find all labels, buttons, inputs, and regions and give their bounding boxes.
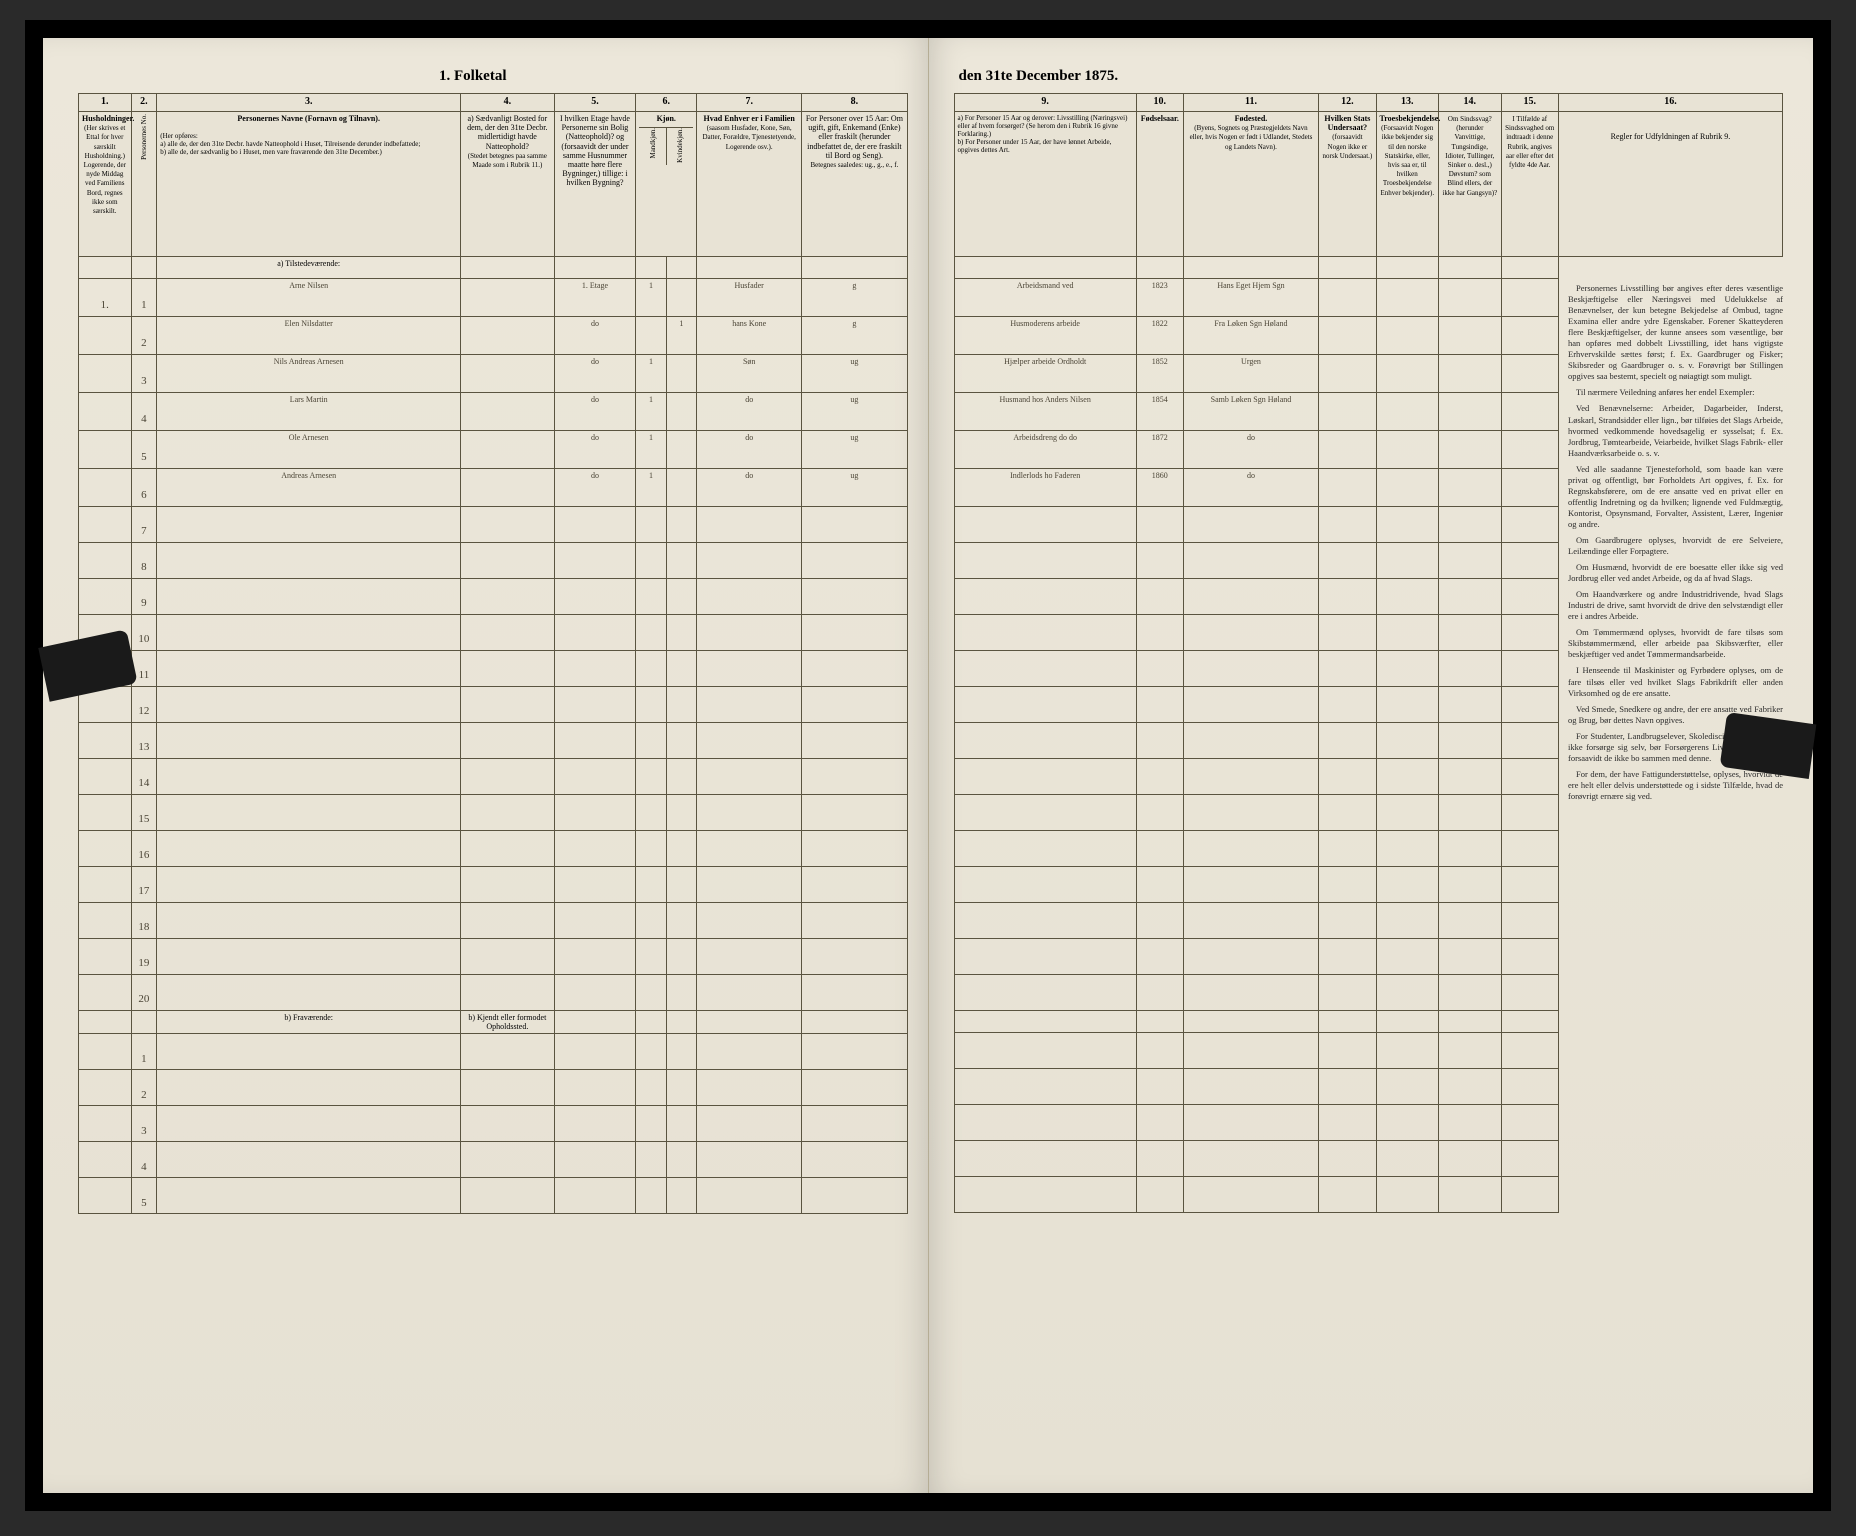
table-row: 15 xyxy=(79,795,908,831)
rules-paragraph: Om Husmænd, hvorvidt de ere boesatte ell… xyxy=(1568,562,1783,584)
rules-paragraph: Om Gaardbrugere oplyses, hvorvidt de ere… xyxy=(1568,535,1783,557)
header-c3: Personernes Navne (Fornavn og Tilnavn). … xyxy=(157,112,461,257)
section-a-row: a) Tilstedeværende: xyxy=(79,257,908,279)
rules-paragraph: For dem, der have Fattigunderstøttelse, … xyxy=(1568,769,1783,802)
table-row xyxy=(954,1105,1783,1141)
colnum-14: 14. xyxy=(1439,94,1502,112)
rules-paragraph: Personernes Livsstilling bør angives eft… xyxy=(1568,283,1783,382)
rules-paragraph: Ved alle saadanne Tjenesteforhold, som b… xyxy=(1568,464,1783,530)
table-row: 20 xyxy=(79,975,908,1011)
table-row: 3 xyxy=(79,1106,908,1142)
table-row: 8 xyxy=(79,543,908,579)
table-row: 2 Elen Nilsdatter do 1 hans Kone g xyxy=(79,317,908,355)
header-c2: Personernes No. xyxy=(131,112,157,257)
table-row xyxy=(954,975,1783,1011)
table-row: 18 xyxy=(79,903,908,939)
colnum-8: 8. xyxy=(802,94,907,112)
table-row: 3 Nils Andreas Arnesen do 1 Søn ug xyxy=(79,355,908,393)
header-c9: a) For Personer 15 Aar og derover: Livss… xyxy=(954,112,1136,257)
header-c5: I hvilken Etage havde Personerne sin Bol… xyxy=(554,112,636,257)
table-row: 19 xyxy=(79,939,908,975)
header-c10: Fødselsaar. xyxy=(1136,112,1183,257)
rules-paragraph: I Henseende til Maskinister og Fyrbødere… xyxy=(1568,665,1783,698)
census-table-left: 1. 2. 3. 4. 5. 6. 7. 8. Husholdninger. (… xyxy=(78,93,908,1214)
table-row xyxy=(954,831,1783,867)
colnum-9: 9. xyxy=(954,94,1136,112)
table-row: 2 xyxy=(79,1070,908,1106)
table-row: 9 xyxy=(79,579,908,615)
book-spread: 1. Folketal 1. 2. 3. 4. 5. 6. 7. 8. xyxy=(43,38,1813,1493)
table-row: 12 xyxy=(79,687,908,723)
colnum-12: 12. xyxy=(1319,94,1376,112)
colnum-13: 13. xyxy=(1376,94,1439,112)
header-c15: I Tilfælde af Sindssvaghed om indtraadt … xyxy=(1501,112,1558,257)
table-row: 5 Ole Arnesen do 1 do ug xyxy=(79,431,908,469)
table-row xyxy=(954,903,1783,939)
header-c13: Troesbekjendelse. (Forsaavidt Nogen ikke… xyxy=(1376,112,1439,257)
page-right: den 31te December 1875. 9. 10. 11. 12. 1… xyxy=(929,38,1814,1493)
table-row: 16 xyxy=(79,831,908,867)
table-row xyxy=(954,1177,1783,1213)
colnum-16: 16. xyxy=(1558,94,1782,112)
table-row: 1. 1 Arne Nilsen 1. Etage 1 Husfader g xyxy=(79,279,908,317)
header-c4: a) Sædvanligt Bosted for dem, der den 31… xyxy=(461,112,554,257)
header-c7: Hvad Enhver er i Familien (saasom Husfad… xyxy=(697,112,802,257)
header-c14: Om Sindssvag? (herunder Vanvittige, Tung… xyxy=(1439,112,1502,257)
colnum-3: 3. xyxy=(157,94,461,112)
colnum-7: 7. xyxy=(697,94,802,112)
table-row xyxy=(954,1069,1783,1105)
header-c11: Fødested. (Byens, Sognets og Præstegjeld… xyxy=(1183,112,1318,257)
table-row: 5 xyxy=(79,1178,908,1214)
header-c6: Kjøn. Mandkjøn. Kvindekjøn. xyxy=(636,112,697,257)
header-c12: Hvilken Stats Undersaat? (forsaavidt Nog… xyxy=(1319,112,1376,257)
table-row: 4 Lars Martin do 1 do ug xyxy=(79,393,908,431)
colnum-11: 11. xyxy=(1183,94,1318,112)
table-row: 6 Andreas Arnesen do 1 do ug xyxy=(79,469,908,507)
colnum-2: 2. xyxy=(131,94,157,112)
table-row xyxy=(954,1141,1783,1177)
section-b-row: b) Fraværende: b) Kjendt eller formodet … xyxy=(79,1011,908,1034)
page-title-right: den 31te December 1875. xyxy=(954,68,1784,85)
colnum-5: 5. xyxy=(554,94,636,112)
table-row: 13 xyxy=(79,723,908,759)
table-row: 11 xyxy=(79,651,908,687)
colnum-15: 15. xyxy=(1501,94,1558,112)
table-row: 14 xyxy=(79,759,908,795)
rules-paragraph: Om Haandværkere og andre Industridrivend… xyxy=(1568,589,1783,622)
table-row xyxy=(954,867,1783,903)
page-left: 1. Folketal 1. 2. 3. 4. 5. 6. 7. 8. xyxy=(43,38,929,1493)
page-title-left: 1. Folketal xyxy=(78,68,908,85)
colnum-10: 10. xyxy=(1136,94,1183,112)
colnum-4: 4. xyxy=(461,94,554,112)
rules-paragraph: Om Tømmermænd oplyses, hvorvidt de fare … xyxy=(1568,627,1783,660)
colnum-6: 6. xyxy=(636,94,697,112)
header-c8: For Personer over 15 Aar: Om ugift, gift… xyxy=(802,112,907,257)
table-row: 17 xyxy=(79,867,908,903)
header-c16: Regler for Udfyldningen af Rubrik 9. xyxy=(1558,112,1782,257)
rules-paragraph: Ved Benævnelserne: Arbeider, Dagarbeider… xyxy=(1568,403,1783,458)
rules-paragraph: Til nærmere Veiledning anføres her endel… xyxy=(1568,387,1783,398)
scanner-frame: 1. Folketal 1. 2. 3. 4. 5. 6. 7. 8. xyxy=(25,20,1831,1511)
table-row xyxy=(954,1033,1783,1069)
colnum-1: 1. xyxy=(79,94,132,112)
table-row: 7 xyxy=(79,507,908,543)
table-row xyxy=(954,939,1783,975)
header-c1: Husholdninger. (Her skrives et Ettal for… xyxy=(79,112,132,257)
table-row: 4 xyxy=(79,1142,908,1178)
table-row: 10 xyxy=(79,615,908,651)
table-row: 1 xyxy=(79,1034,908,1070)
